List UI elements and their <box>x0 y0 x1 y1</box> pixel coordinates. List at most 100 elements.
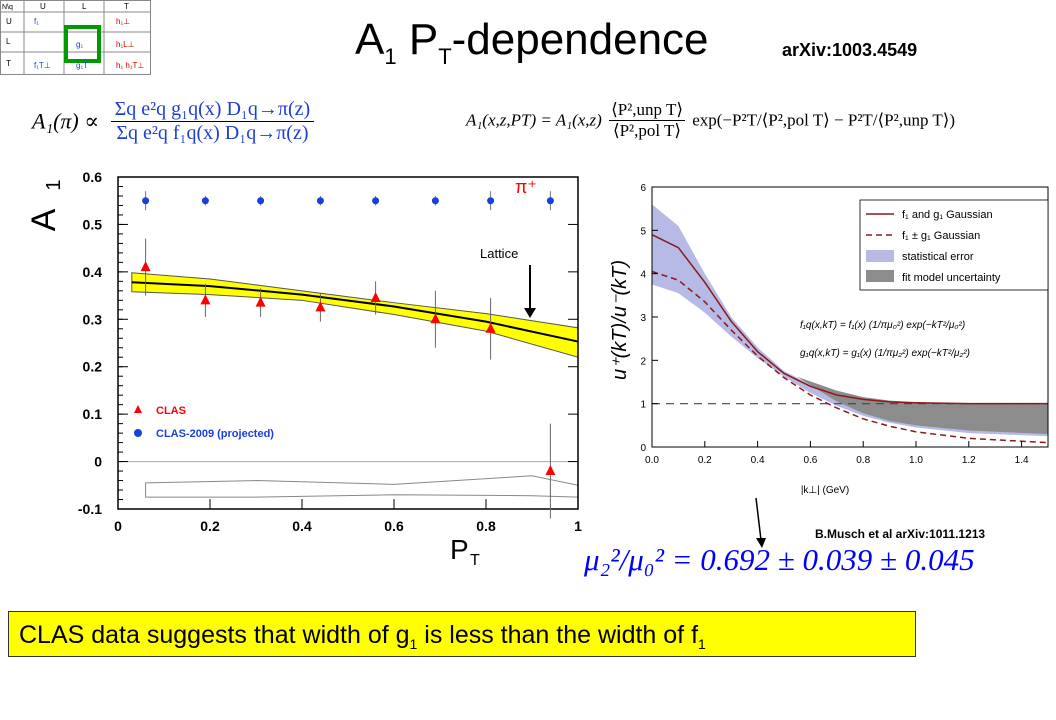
g1-equation: g₁q(x,kT) = g₁(x) (1/πμ₂²) exp(−kT²/μ₂²) <box>800 348 970 359</box>
y-tick-label: 0.4 <box>83 264 103 280</box>
x-axis-label-sub: T <box>470 552 480 569</box>
gaussian-curve <box>651 233 1048 405</box>
x-axis-label: |k⊥| (GeV) <box>801 485 849 496</box>
legend-fit-swatch <box>866 270 894 282</box>
legend-clas-marker <box>134 405 142 413</box>
width-ratio: μ₂²/μ₀² = 0.692 ± 0.039 ± 0.045 <box>584 542 975 577</box>
x-tick-label: 0.0 <box>645 455 659 466</box>
legend-label: f₁ ± g₁ Gaussian <box>902 230 980 242</box>
gaussian-pm-curve <box>651 270 1049 444</box>
projected-point <box>316 197 324 205</box>
fit-model-region <box>797 376 1048 434</box>
y-axis-label-sub: 1 <box>43 179 65 190</box>
lattice-label: Lattice <box>480 246 518 261</box>
projected-point <box>546 197 554 205</box>
tmd-row-header: T <box>6 59 11 68</box>
legend-label: f₁ and g₁ Gaussian <box>902 209 993 221</box>
clas-point <box>315 301 326 312</box>
pt-formula: A₁(x,z,PT) = A₁(x,z) ⟨P²,unp T⟩ ⟨P²,pol … <box>466 100 956 140</box>
x-tick-label: 0.6 <box>384 518 404 534</box>
projected-point <box>257 197 265 205</box>
legend-stat-swatch <box>866 250 894 262</box>
tmd-cell: f₁ <box>34 17 39 26</box>
y-tick-label: 4 <box>640 270 646 281</box>
x-tick-label: 1.2 <box>962 455 976 466</box>
y-tick-label: 3 <box>640 313 646 324</box>
clas-point <box>545 465 556 476</box>
y-tick-label: 0 <box>94 454 102 470</box>
x-tick-label: 1.4 <box>1015 455 1029 466</box>
left-asymmetry-chart: -0.1 0 0.1 0.2 0.3 0.4 0.5 0.6 0 0.2 0.4 0.6 0.8 1 CLA… <box>25 169 582 569</box>
legend-clas-label: CLAS <box>156 405 186 417</box>
clas-point <box>200 294 211 305</box>
tmd-corner: N\q <box>2 4 13 11</box>
tmd-col-header: L <box>82 2 87 11</box>
clas-point <box>485 322 496 333</box>
clas-point <box>140 261 151 272</box>
y-tick-label: 0.3 <box>83 311 103 327</box>
tmd-col-header: T <box>124 2 129 11</box>
tmd-cell: h₁ h₁T⊥ <box>116 61 144 70</box>
y-tick-label: -0.1 <box>78 501 102 517</box>
tmd-cell: g₁ <box>76 40 83 49</box>
arxiv-reference: arXiv:1003.4549 <box>782 40 918 60</box>
x-tick-label: 0.8 <box>476 518 496 534</box>
ratio-arrow <box>755 497 762 541</box>
y-tick-label: 5 <box>640 226 646 237</box>
projected-point <box>372 197 380 205</box>
y-axis-label: A <box>25 208 63 231</box>
y-tick-label: 0 <box>640 443 646 454</box>
a1-numerator: Σq e²q g₁q(x) D₁q→π(z) <box>110 98 315 122</box>
a1-denominator: Σq e²q f₁q(x) D₁q→π(z) <box>116 122 309 144</box>
model-curve <box>131 281 579 343</box>
f1-equation: f₁q(x,kT) = f₁(x) (1/πμ₀²) exp(−kT²/μ₀²) <box>800 320 965 331</box>
y-tick-label: 2 <box>640 356 646 367</box>
tmd-cell: g₁T <box>76 61 88 70</box>
tmd-grid: N\q U L T U L Tf₁ h₁⊥ g₁ h₁L⊥ f₁T⊥ g₁T h₁ h₁T⊥ <box>0 0 151 75</box>
tmd-row-header: U <box>6 17 12 26</box>
plot-frame <box>117 176 579 510</box>
x-tick-label: 0.4 <box>292 518 312 534</box>
tmd-cell: h₁⊥ <box>116 17 130 26</box>
ratio-arrowhead <box>756 538 766 548</box>
tmd-cell: h₁L⊥ <box>116 40 135 49</box>
x-tick-label: 1.0 <box>909 455 923 466</box>
pt-numerator: ⟨P²,unp T⟩ <box>609 100 685 121</box>
pt-exponential: exp(−P²T/⟨P²,pol T⟩ − P²T/⟨P²,unp T⟩) <box>692 110 956 130</box>
legend-projected-marker <box>134 429 142 437</box>
projected-point <box>431 197 439 205</box>
conclusion-box: CLAS data suggests that width of g1 is l… <box>8 611 916 657</box>
y-tick-label: 1 <box>640 400 646 411</box>
tmd-highlight <box>64 25 101 63</box>
x-tick-label: 0.6 <box>803 455 817 466</box>
a1-formula: A₁(π) ∝ Σq e²q g₁q(x) D₁q→π(z) Σq e²q f₁… <box>32 98 315 145</box>
legend-projected-label: CLAS-2009 (projected) <box>156 428 274 440</box>
x-tick-label: 0 <box>114 518 122 534</box>
clas-point <box>430 313 441 324</box>
y-tick-label: 6 <box>640 183 646 194</box>
right-lattice-chart: 0 1 2 3 4 5 6 0.0 0.2 0.4 0.6 0.8 1.0 1.2 1.4 f₁ and g₁… <box>609 183 1049 548</box>
y-tick-label: 0.1 <box>83 406 103 422</box>
legend-label: statistical error <box>902 251 974 263</box>
systematic-band <box>145 475 579 498</box>
legend-label: fit model uncertainty <box>902 272 1001 284</box>
projected-point <box>201 197 209 205</box>
x-tick-label: 0.2 <box>698 455 712 466</box>
pt-denominator: ⟨P²,pol T⟩ <box>612 121 682 140</box>
x-tick-label: 1 <box>574 518 582 534</box>
x-tick-label: 0.8 <box>856 455 870 466</box>
citation: B.Musch et al arXiv:1011.1213 <box>815 527 986 541</box>
y-axis-label: u⁺(kT)/u⁻(kT) <box>609 260 631 380</box>
projected-point <box>142 197 150 205</box>
tmd-col-header: U <box>40 2 46 11</box>
tmd-row-header: L <box>6 37 11 46</box>
lattice-arrowhead <box>524 308 536 318</box>
page-title: A1 PT-dependence <box>355 15 709 69</box>
x-tick-label: 0.4 <box>751 455 765 466</box>
clas-point <box>370 291 381 302</box>
x-axis-label: P <box>450 534 469 565</box>
y-tick-label: 0.6 <box>83 169 103 185</box>
y-tick-label: 0.2 <box>83 359 103 375</box>
tmd-border <box>0 0 151 75</box>
projected-point <box>487 197 495 205</box>
